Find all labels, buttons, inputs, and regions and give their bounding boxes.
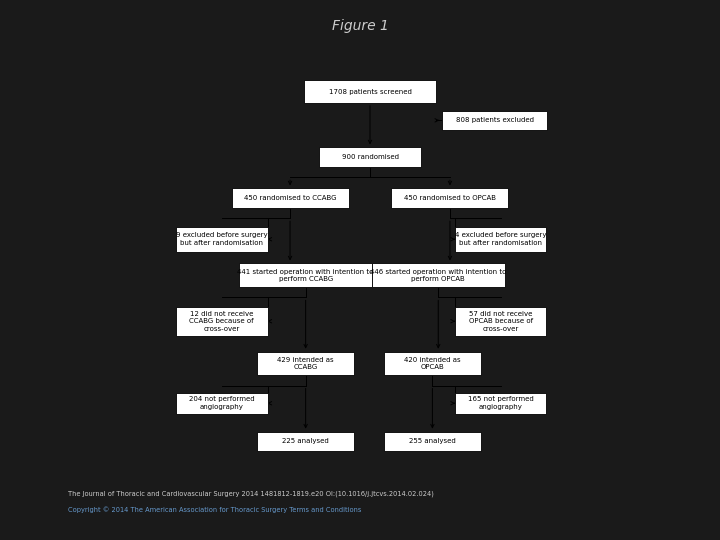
Text: 900 randomised: 900 randomised [341,154,398,160]
Text: The Journal of Thoracic and Cardiovascular Surgery 2014 1481812-1819.e20 OI:(10.: The Journal of Thoracic and Cardiovascul… [68,490,434,497]
FancyBboxPatch shape [384,352,481,375]
FancyBboxPatch shape [232,188,348,208]
Text: 255 analysed: 255 analysed [409,438,456,444]
Text: 12 did not receive
CCABG because of
cross-over: 12 did not receive CCABG because of cros… [189,310,254,332]
FancyBboxPatch shape [257,431,354,451]
Text: 9 excluded before surgery
but after randomisation: 9 excluded before surgery but after rand… [176,233,268,246]
FancyBboxPatch shape [176,307,268,335]
FancyBboxPatch shape [176,227,268,252]
FancyBboxPatch shape [372,264,505,287]
Text: 225 analysed: 225 analysed [282,438,329,444]
Text: 4 excluded before surgery
but after randomisation: 4 excluded before surgery but after rand… [455,233,546,246]
Text: 204 not performed
angiography: 204 not performed angiography [189,396,255,410]
FancyBboxPatch shape [257,352,354,375]
Text: 429 intended as
CCABG: 429 intended as CCABG [277,357,334,370]
Text: 57 did not receive
OPCAB because of
cross-over: 57 did not receive OPCAB because of cros… [469,310,533,332]
Text: 441 started operation with intention to
perform CCABG: 441 started operation with intention to … [238,268,374,282]
FancyBboxPatch shape [455,227,546,252]
Text: 165 not performed
angiography: 165 not performed angiography [468,396,534,410]
FancyBboxPatch shape [304,80,436,103]
FancyBboxPatch shape [442,111,547,130]
Text: 420 intended as
OPCAB: 420 intended as OPCAB [404,357,461,370]
Text: 1708 patients screened: 1708 patients screened [328,89,411,94]
Text: 450 randomised to CCABG: 450 randomised to CCABG [244,195,336,201]
FancyBboxPatch shape [176,393,268,414]
Text: Copyright © 2014 The American Association for Thoracic Surgery Terms and Conditi: Copyright © 2014 The American Associatio… [68,507,361,513]
FancyBboxPatch shape [455,393,546,414]
Text: 446 started operation with intention to
perform OPCAB: 446 started operation with intention to … [370,268,506,282]
Text: 808 patients excluded: 808 patients excluded [456,117,534,123]
FancyBboxPatch shape [384,431,481,451]
Text: Figure 1: Figure 1 [332,19,388,33]
FancyBboxPatch shape [455,307,546,335]
Text: 450 randomised to OPCAB: 450 randomised to OPCAB [404,195,496,201]
FancyBboxPatch shape [392,188,508,208]
FancyBboxPatch shape [239,264,372,287]
FancyBboxPatch shape [319,147,420,167]
